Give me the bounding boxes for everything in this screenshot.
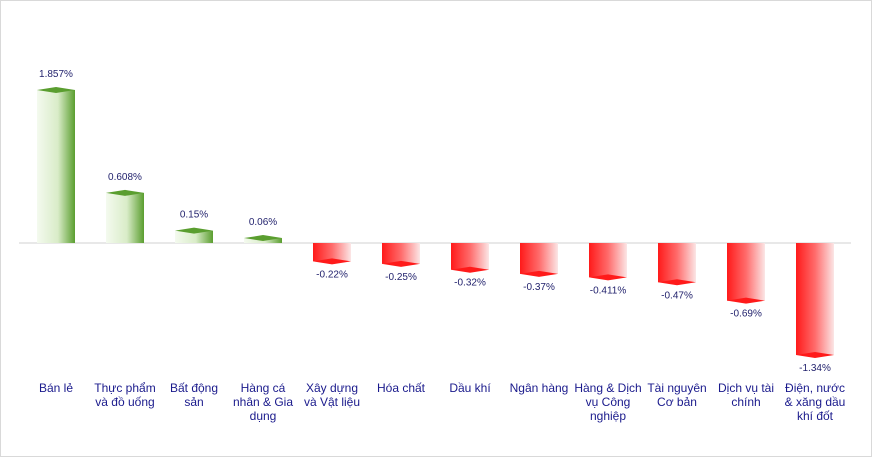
bar-cap — [796, 352, 834, 358]
bar-cap — [313, 258, 351, 265]
value-label: 0.06% — [249, 217, 277, 228]
value-label: -0.37% — [523, 282, 555, 293]
value-labels-group: 1.857% 0.608% 0.15% 0.06% -0.22% -0.25% -0.32%… — [39, 69, 831, 374]
bar — [796, 243, 834, 358]
bar — [382, 243, 420, 267]
category-label: Ngân hàng — [510, 381, 569, 395]
value-label: -0.47% — [661, 290, 693, 301]
category-label: Hàng cá nhân & Gia dụng — [233, 381, 293, 423]
category-label: Dịch vụ tài chính — [718, 381, 774, 409]
bar-body — [451, 243, 489, 270]
category-label: Bán lẻ — [39, 381, 73, 395]
bar — [520, 243, 558, 277]
bar-cap — [451, 266, 489, 273]
bar-cap — [727, 297, 765, 304]
bar-cap — [106, 189, 144, 196]
bar-body — [727, 243, 765, 301]
bar — [313, 243, 351, 265]
category-label: Bất động sản — [170, 381, 218, 409]
bar-body — [382, 243, 420, 264]
bar — [244, 235, 282, 243]
value-label: 1.857% — [39, 69, 73, 80]
bar — [589, 243, 627, 281]
bar-body — [796, 243, 834, 355]
value-label: 0.15% — [180, 210, 208, 221]
bar-cap — [382, 260, 420, 267]
bar — [658, 243, 696, 286]
bar-cap — [244, 235, 282, 242]
bar — [175, 227, 213, 243]
bar-cap — [37, 87, 75, 93]
bar-cap — [658, 279, 696, 286]
category-label: Thực phẩm và đồ uống — [94, 381, 155, 409]
bar-cap — [520, 270, 558, 277]
category-label: Hóa chất — [377, 381, 426, 395]
value-label: -0.32% — [454, 278, 486, 289]
category-labels-group: Bán lẻ Thực phẩm và đồ uống Bất động sản Hàng… — [39, 381, 845, 423]
category-label: Xây dựng và Vật liệu — [304, 381, 360, 409]
bar-body — [37, 90, 75, 243]
bar-body — [589, 243, 627, 278]
bar — [451, 243, 489, 273]
value-label: -0.22% — [316, 269, 348, 280]
bar-cap — [589, 274, 627, 281]
bar-body — [658, 243, 696, 283]
category-label: Điện, nước & xăng dầu khí đốt — [785, 381, 846, 423]
bars-group — [37, 87, 834, 358]
bar-body — [106, 192, 144, 243]
value-label: -0.411% — [590, 285, 627, 296]
category-label: Tài nguyên Cơ bản — [647, 381, 706, 409]
bar — [37, 87, 75, 243]
category-label: Hàng & Dịch vụ Công nghiệp — [574, 381, 641, 423]
bar — [727, 243, 765, 304]
bar — [106, 189, 144, 243]
value-label: -0.69% — [730, 309, 762, 320]
bar-body — [313, 243, 351, 262]
bar-cap — [175, 227, 213, 234]
bar-body — [520, 243, 558, 274]
category-label: Dầu khí — [449, 381, 491, 395]
value-label: 0.608% — [108, 172, 142, 183]
value-label: -0.25% — [385, 272, 417, 283]
bar-body — [175, 230, 213, 243]
value-label: -1.34% — [799, 363, 831, 374]
